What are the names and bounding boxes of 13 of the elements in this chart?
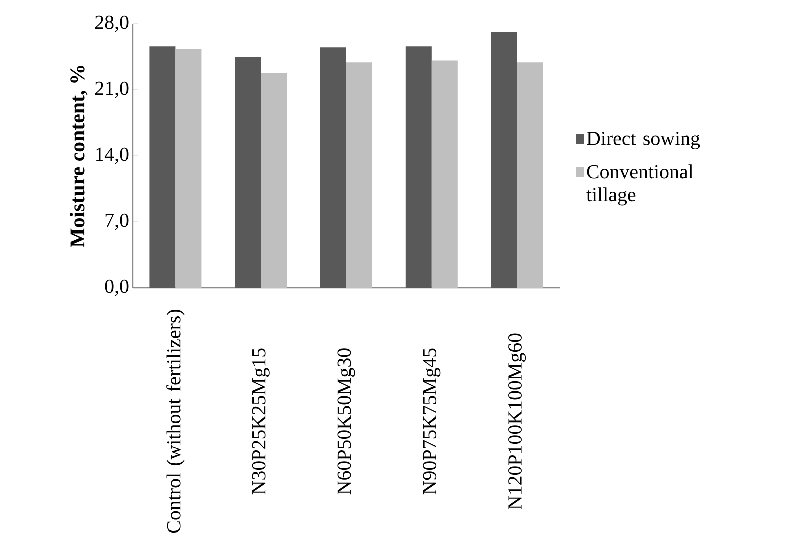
y-tick-label: 21,0: [95, 82, 129, 98]
x-tick-label: N90P75K75Mg45: [423, 348, 441, 495]
legend-label: Conventional tillage: [586, 164, 694, 206]
y-tick-label: 0,0: [105, 280, 129, 296]
y-tick-label: 28,0: [95, 16, 129, 32]
y-tick-label: 14,0: [96, 148, 129, 164]
x-tick-label: N60P50K50Mg30: [338, 348, 356, 495]
y-tick-label: 7,0: [106, 214, 129, 230]
x-tick-label: N30P25K25Mg15: [252, 348, 270, 495]
x-tick-label: Control (without fertilizers): [166, 310, 185, 534]
y-axis-title: Moisture content, %: [70, 66, 88, 248]
legend-label: Direct sowing: [587, 132, 700, 150]
x-tick-label: N120P100K100Mg60: [508, 334, 526, 510]
